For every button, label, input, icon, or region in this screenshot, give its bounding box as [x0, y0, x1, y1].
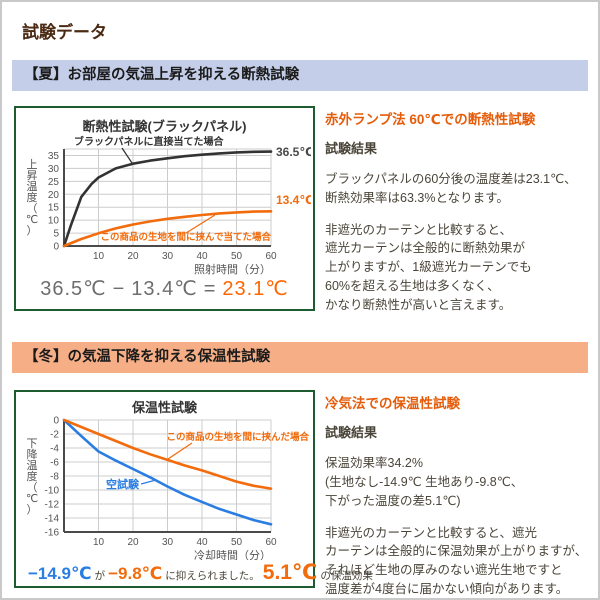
svg-text:13.4℃: 13.4℃	[276, 193, 311, 207]
svg-text:-4: -4	[50, 444, 59, 455]
svg-text:30: 30	[162, 537, 174, 548]
svg-text:36.5℃: 36.5℃	[276, 145, 311, 159]
winter-chart-box: 保温性試験 0 -2 -4 -6 -8 -10 -12 -14 -16 10 20 30 40 50 60 冷…	[14, 390, 373, 589]
svg-text:下降温度（℃）: 下降温度（℃）	[26, 438, 38, 516]
svg-text:50: 50	[231, 251, 243, 262]
winter-paragraph-2: 非遮光のカーテンと比較すると、遮光 カーテンは全般的に保温効果が上がりますが、 …	[325, 525, 588, 596]
formula-diff-value: 5.1℃	[262, 561, 318, 585]
formula-verb: に抑えられました。	[165, 570, 260, 583]
winter-result-label: 試験結果	[325, 425, 378, 441]
svg-text:40: 40	[196, 537, 208, 548]
winter-formula: −14.9℃ が −9.8℃ に抑えられました。 5.1℃ の保温効果	[16, 560, 373, 586]
formula-fabric-value: −9.8℃	[108, 564, 163, 584]
svg-text:60: 60	[265, 251, 277, 262]
formula-equals-sign: =	[203, 278, 217, 300]
svg-text:40: 40	[196, 251, 208, 262]
summer-paragraph-1: ブラックパネルの60分後の温度差は23.1℃、 断熱効果率は63.3%となります…	[325, 172, 577, 205]
svg-text:30: 30	[162, 251, 174, 262]
winter-section-header: 【冬】の気温下降を抑える保温性試験	[12, 342, 588, 374]
winter-paragraph-1: 保温効果率34.2% (生地なし-14.9℃ 生地あり-9.8℃、 下がった温度…	[325, 456, 524, 508]
summer-section-title: 【夏】お部屋の気温上昇を抑える断熱試験	[24, 67, 300, 83]
formula-subtrahend: 13.4℃	[131, 278, 198, 300]
svg-text:20: 20	[127, 537, 139, 548]
svg-text:10: 10	[93, 537, 105, 548]
summer-aside: 赤外ランプ法 60℃での断熱性試験 試験結果 ブラックパネルの60分後の温度差は…	[315, 106, 588, 314]
svg-text:50: 50	[231, 537, 243, 548]
svg-text:冷却時間（分）: 冷却時間（分）	[194, 549, 271, 560]
svg-text:10: 10	[48, 216, 60, 227]
svg-text:-16: -16	[45, 528, 60, 539]
summer-chart-title: 断熱性試験(ブラックパネル)	[82, 119, 247, 134]
formula-minus-sign: −	[112, 278, 126, 300]
summer-chart-box: 断熱性試験(ブラックパネル) 0 5 10 15 20 25 30 35 10 20 30 40 50 6…	[14, 106, 315, 311]
svg-text:35: 35	[48, 151, 60, 162]
svg-text:30: 30	[48, 164, 60, 175]
svg-text:25: 25	[48, 177, 60, 188]
svg-text:0: 0	[53, 242, 59, 253]
winter-aside: 冷気法での保温性試験 試験結果 保温効果率34.2% (生地なし-14.9℃ 生…	[315, 390, 588, 598]
formula-particle: が	[94, 570, 106, 583]
svg-text:10: 10	[93, 251, 105, 262]
svg-text:-8: -8	[50, 472, 59, 483]
svg-text:-10: -10	[45, 486, 60, 497]
summer-section-header: 【夏】お部屋の気温上昇を抑える断熱試験	[12, 60, 588, 91]
page-title: 試験データ	[22, 23, 107, 42]
winter-section: 保温性試験 0 -2 -4 -6 -8 -10 -12 -14 -16 10 20 30 40 50 60 冷…	[14, 390, 588, 598]
formula-minuend: 36.5℃	[40, 278, 107, 300]
formula-blank-value: −14.9℃	[28, 564, 92, 584]
svg-text:ブラックパネルに直接当てた場合: ブラックパネルに直接当てた場合	[74, 135, 224, 148]
formula-suffix: の保温効果	[320, 570, 373, 583]
svg-text:15: 15	[48, 203, 60, 214]
summer-aside-heading: 赤外ランプ法 60℃での断熱性試験	[325, 112, 536, 127]
svg-text:0: 0	[53, 416, 59, 427]
winter-aside-heading: 冷気法での保温性試験	[325, 396, 460, 412]
svg-text:60: 60	[265, 537, 277, 548]
winter-section-title: 【冬】の気温下降を抑える保温性試験	[24, 349, 271, 366]
winter-chart-title: 保温性試験	[131, 400, 197, 416]
svg-text:照射時間（分）: 照射時間（分）	[194, 262, 271, 276]
summer-formula: 36.5℃ −13.4℃ = 23.1℃	[16, 276, 313, 309]
svg-text:この商品の生地を間に挟んで当てた場合: この商品の生地を間に挟んで当てた場合	[100, 231, 271, 243]
summer-result-label: 試験結果	[325, 141, 378, 156]
svg-text:-6: -6	[50, 458, 59, 469]
formula-result: 23.1℃	[222, 278, 289, 300]
summer-section: 断熱性試験(ブラックパネル) 0 5 10 15 20 25 30 35 10 20 30 40 50 6…	[14, 106, 588, 314]
svg-text:5: 5	[53, 229, 59, 240]
svg-text:この商品の生地を間に挟んだ場合: この商品の生地を間に挟んだ場合	[166, 431, 309, 443]
svg-text:-14: -14	[45, 514, 60, 525]
svg-text:-2: -2	[50, 430, 59, 441]
winter-chart-svg: 0 -2 -4 -6 -8 -10 -12 -14 -16 10 20 30 40 50 60冷却時間（分）…	[26, 416, 310, 561]
svg-text:20: 20	[127, 251, 139, 262]
svg-text:空試験: 空試験	[106, 477, 140, 491]
summer-paragraph-2: 非遮光のカーテンと比較すると、 遮光カーテンは全般的に断熱効果が 上がりますが、…	[325, 222, 532, 312]
svg-text:上昇温度（℃）: 上昇温度（℃）	[26, 158, 38, 237]
svg-text:-12: -12	[45, 500, 60, 511]
svg-text:20: 20	[48, 190, 60, 201]
